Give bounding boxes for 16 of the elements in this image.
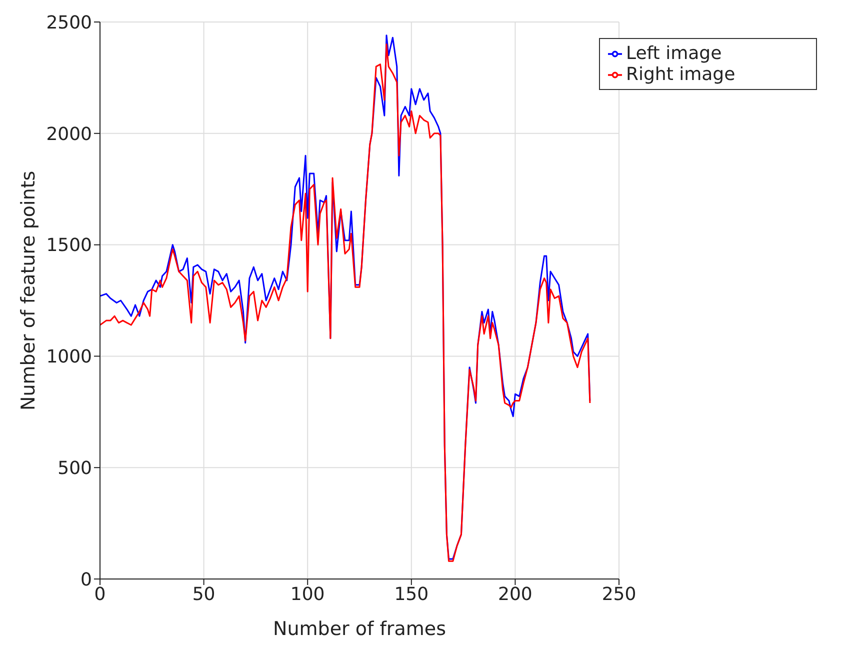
x-tick-label: 50 (192, 584, 216, 605)
legend-label: Left image (626, 43, 722, 64)
x-tick-label: 100 (290, 584, 325, 605)
y-axis-title: Number of feature points (18, 170, 40, 410)
y-tick-label: 1000 (46, 346, 92, 368)
y-tick-label: 2500 (46, 12, 92, 34)
x-axis-title: Number of frames (273, 618, 446, 640)
x-tick-label: 200 (498, 584, 532, 605)
x-tick-label: 0 (94, 584, 106, 605)
y-tick-label: 2000 (46, 124, 92, 145)
legend-label: Right image (626, 64, 736, 85)
x-tick-label: 150 (394, 584, 429, 605)
x-tick-label: 250 (602, 584, 636, 605)
y-tick-label: 500 (58, 458, 92, 479)
y-tick-label: 1500 (46, 235, 92, 256)
y-tick-label: 0 (80, 569, 92, 590)
